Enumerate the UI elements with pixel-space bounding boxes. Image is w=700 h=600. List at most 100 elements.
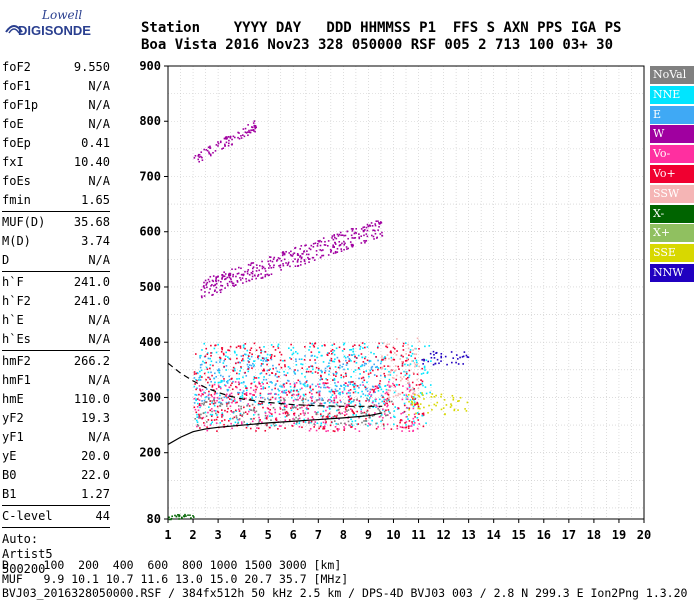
scatter-point <box>384 359 387 361</box>
scatter-point <box>248 358 251 361</box>
scatter-point <box>205 401 208 403</box>
scatter-point <box>364 229 366 231</box>
scatter-point <box>359 406 361 409</box>
scatter-point <box>232 412 235 414</box>
scatter-point <box>402 355 404 358</box>
scatter-point <box>338 359 340 362</box>
scatter-point <box>430 396 433 398</box>
scatter-point <box>214 391 216 394</box>
scatter-point <box>353 237 355 239</box>
scatter-point <box>223 419 226 421</box>
param-name: h`Es <box>2 332 31 346</box>
param-name: foEs <box>2 174 31 188</box>
scatter-point <box>226 137 228 139</box>
scatter-point <box>411 381 414 384</box>
scatter-point <box>223 396 226 399</box>
scatter-point <box>178 515 180 518</box>
scatter-point <box>358 377 360 380</box>
scatter-point <box>421 380 424 383</box>
scatter-point <box>254 391 257 393</box>
scatter-point <box>251 126 254 129</box>
scatter-point <box>255 270 258 272</box>
scatter-point <box>234 381 237 383</box>
scatter-point <box>235 424 238 426</box>
param-name: hmF2 <box>2 354 31 368</box>
scatter-point <box>245 394 248 396</box>
scatter-point <box>297 264 300 267</box>
scatter-point <box>377 367 380 369</box>
scatter-point <box>229 274 232 277</box>
param-value: 110.0 <box>73 392 110 406</box>
scatter-point <box>333 379 336 381</box>
scatter-point <box>224 409 226 412</box>
scatter-point <box>210 415 213 418</box>
scatter-point <box>261 403 264 406</box>
scatter-point <box>201 156 203 159</box>
scatter-point <box>181 517 183 520</box>
scatter-point <box>269 368 271 370</box>
scatter-point <box>322 410 325 413</box>
scatter-point <box>225 380 228 383</box>
scatter-point <box>317 347 319 350</box>
scatter-point <box>274 408 276 411</box>
scatter-point <box>357 391 360 394</box>
scatter-point <box>387 394 390 396</box>
scatter-point <box>353 386 355 388</box>
scatter-point <box>270 344 273 346</box>
scatter-point <box>203 281 205 284</box>
scatter-point <box>399 379 402 382</box>
scatter-point <box>283 253 286 256</box>
scatter-point <box>236 372 238 375</box>
scatter-point <box>303 251 305 253</box>
scatter-point <box>433 395 436 398</box>
scatter-point <box>262 360 265 362</box>
scatter-point <box>348 400 350 403</box>
scatter-point <box>353 406 356 409</box>
scatter-point <box>366 381 368 384</box>
scatter-point <box>318 383 321 385</box>
scatter-point <box>336 414 339 417</box>
scatter-point <box>376 422 378 425</box>
scatter-point <box>328 401 331 404</box>
scatter-point <box>404 360 407 362</box>
scatter-point <box>264 398 266 401</box>
scatter-point <box>281 391 283 393</box>
scatter-point <box>219 402 222 405</box>
scatter-point <box>247 124 249 126</box>
scatter-point <box>264 429 267 432</box>
param-name: C-level <box>2 509 53 523</box>
scatter-point <box>209 413 212 416</box>
scatter-point <box>210 371 212 374</box>
scatter-point <box>263 368 265 371</box>
scatter-point <box>216 430 218 432</box>
scatter-point <box>259 419 261 421</box>
scatter-point <box>257 402 260 405</box>
scatter-point <box>354 231 357 234</box>
scatter-point <box>217 275 219 278</box>
scatter-point <box>380 221 382 223</box>
scatter-point <box>330 249 333 252</box>
scatter-point <box>363 420 365 422</box>
scatter-point <box>237 393 240 396</box>
scatter-point <box>367 399 369 401</box>
footer-info: D 100 200 400 600 800 1000 1500 3000 [km… <box>2 558 687 600</box>
scatter-point <box>198 385 201 387</box>
legend-item-x-: X- <box>650 204 694 223</box>
scatter-point <box>411 360 413 362</box>
scatter-point <box>414 398 416 400</box>
scatter-point <box>361 342 364 344</box>
scatter-point <box>241 422 243 425</box>
scatter-point <box>288 347 290 350</box>
scatter-point <box>294 265 297 267</box>
scatter-point <box>356 423 358 426</box>
scatter-point <box>426 372 429 374</box>
scatter-point <box>279 396 282 399</box>
scatter-point <box>330 400 333 403</box>
scatter-point <box>228 274 230 277</box>
scatter-point <box>270 357 272 360</box>
scatter-point <box>296 260 299 262</box>
scatter-point <box>228 419 230 422</box>
scatter-point <box>270 424 273 427</box>
scatter-point <box>451 394 454 397</box>
scatter-point <box>352 411 354 413</box>
